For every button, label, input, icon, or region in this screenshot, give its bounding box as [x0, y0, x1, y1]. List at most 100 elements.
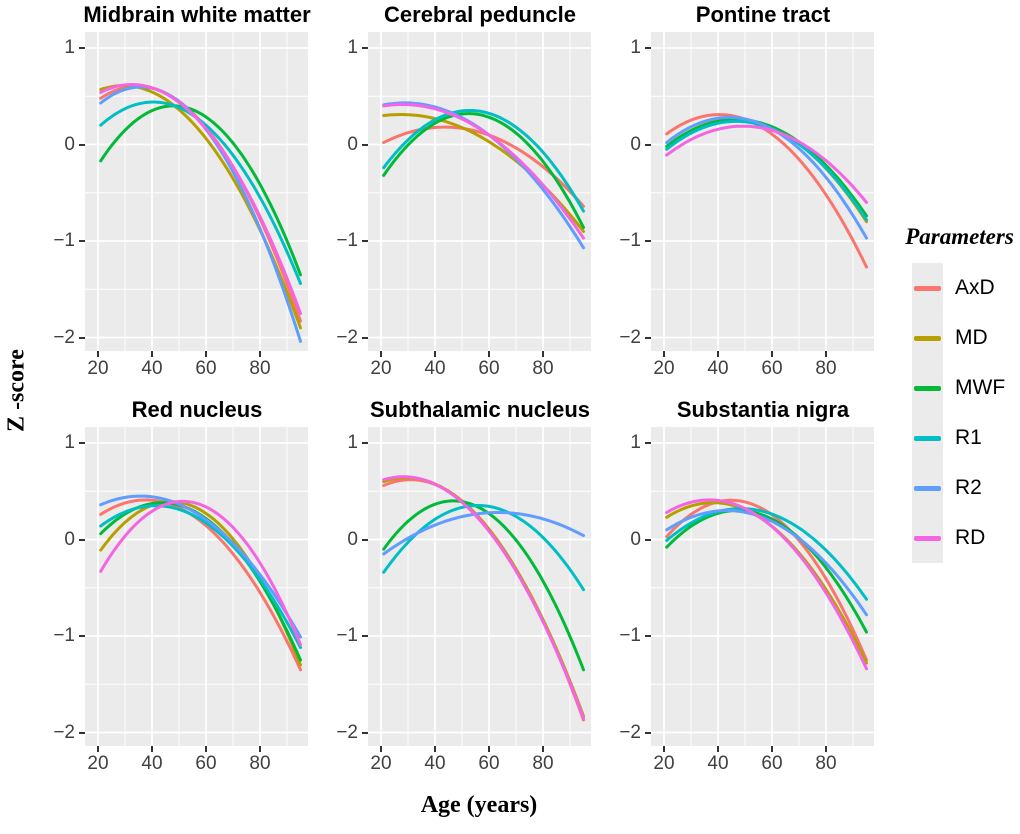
- x-tick-label: 60: [195, 358, 217, 379]
- y-tick-label: −1: [53, 230, 75, 251]
- plot-svg: [368, 32, 591, 351]
- y-tick-mark: [362, 143, 368, 146]
- plot-svg: [85, 427, 308, 746]
- curve-MWF: [382, 499, 585, 672]
- x-tick-mark: [434, 746, 436, 752]
- y-tick-mark: [645, 538, 651, 541]
- y-tick-label: 1: [630, 37, 641, 58]
- curve-RD: [382, 475, 585, 720]
- legend-label: MWF: [955, 376, 1006, 399]
- y-tick-mark: [645, 47, 651, 49]
- legend-key-line-icon: [914, 336, 941, 341]
- legend-key: [912, 263, 943, 313]
- plot-area-substantia-nigra: [651, 427, 874, 746]
- y-tick-mark: [79, 143, 85, 146]
- legend-label: MD: [955, 326, 988, 349]
- x-tick-mark: [825, 351, 827, 357]
- y-tick-mark: [362, 240, 368, 242]
- y-tick-label: 0: [347, 528, 358, 550]
- x-tick-mark: [259, 746, 261, 752]
- legend-key: [912, 363, 943, 413]
- y-tick-label: 1: [630, 432, 641, 453]
- y-tick-mark: [79, 635, 85, 637]
- curve-RD: [99, 499, 302, 647]
- plot-area-pontine-tract: [651, 32, 874, 351]
- x-tick-label: 20: [653, 358, 675, 379]
- x-tick-label: 40: [424, 358, 446, 379]
- y-tick-mark: [79, 47, 85, 49]
- x-tick-label: 40: [424, 753, 446, 774]
- y-tick-label: −1: [619, 625, 641, 646]
- curve-R2: [382, 511, 585, 556]
- x-tick-mark: [205, 746, 207, 752]
- curve-RD: [665, 498, 868, 671]
- x-tick-mark: [663, 351, 665, 357]
- x-tick-mark: [259, 351, 261, 357]
- y-tick-mark: [362, 538, 368, 541]
- x-tick-mark: [542, 746, 544, 752]
- x-tick-label: 80: [249, 358, 271, 379]
- legend-item-mwf: MWF: [902, 363, 1017, 413]
- y-tick-mark: [645, 442, 651, 444]
- panel-title-subthalamic-nucleus: Subthalamic nucleus: [369, 397, 591, 422]
- y-tick-mark: [362, 47, 368, 49]
- x-tick-label: 20: [87, 358, 109, 379]
- plot-svg: [368, 427, 591, 746]
- y-tick-mark: [645, 336, 651, 339]
- y-tick-label: −2: [53, 721, 75, 743]
- curve-MWF: [382, 112, 585, 229]
- y-tick-mark: [362, 442, 368, 444]
- curve-MWF: [665, 117, 868, 218]
- curve-RD: [99, 83, 302, 315]
- x-tick-mark: [771, 351, 773, 357]
- x-tick-label: 40: [707, 753, 729, 774]
- legend-key-line-icon: [914, 436, 941, 441]
- curve-R2: [99, 494, 302, 639]
- y-tick-label: 0: [64, 133, 75, 155]
- x-tick-mark: [205, 351, 207, 357]
- x-tick-mark: [151, 351, 153, 357]
- plot-svg: [651, 427, 874, 746]
- y-tick-mark: [645, 635, 651, 637]
- y-tick-label: −2: [619, 326, 641, 348]
- x-tick-label: 20: [653, 753, 675, 774]
- panel-title-red-nucleus: Red nucleus: [131, 397, 263, 422]
- curve-MWF: [99, 104, 302, 277]
- x-tick-mark: [771, 746, 773, 752]
- y-tick-label: −2: [336, 721, 358, 743]
- panel-title-pontine-tract: Pontine tract: [695, 2, 831, 27]
- panel-title-substantia-nigra: Substantia nigra: [676, 397, 850, 422]
- x-tick-mark: [717, 746, 719, 752]
- y-tick-label: 1: [347, 432, 358, 453]
- x-tick-mark: [97, 351, 99, 357]
- curve-R1: [99, 504, 302, 650]
- y-tick-label: −1: [619, 230, 641, 251]
- y-tick-label: 0: [630, 133, 641, 155]
- legend-key-line-icon: [914, 536, 941, 541]
- curve-R2: [665, 509, 868, 617]
- x-tick-label: 20: [370, 753, 392, 774]
- x-tick-mark: [488, 351, 490, 357]
- x-tick-label: 60: [761, 753, 783, 774]
- legend-label: AxD: [955, 276, 995, 299]
- legend-label: RD: [955, 526, 986, 549]
- y-tick-label: −1: [336, 230, 358, 251]
- y-tick-mark: [79, 336, 85, 339]
- x-tick-label: 20: [87, 753, 109, 774]
- y-tick-label: 1: [64, 37, 75, 58]
- y-axis-label: Z -score: [3, 349, 30, 432]
- y-tick-label: −1: [336, 625, 358, 646]
- legend-item-axd: AxD: [902, 263, 1017, 313]
- legend-key: [912, 513, 943, 563]
- legend-key: [912, 413, 943, 463]
- curve-RD: [665, 124, 868, 204]
- legend-key-line-icon: [914, 386, 941, 391]
- y-tick-mark: [79, 731, 85, 734]
- legend-title: Parameters: [905, 224, 1014, 249]
- y-tick-label: −2: [53, 326, 75, 348]
- y-tick-mark: [645, 731, 651, 734]
- x-tick-label: 40: [141, 358, 163, 379]
- legend-key: [912, 463, 943, 513]
- plot-area-midbrain-white-matter: [85, 32, 308, 351]
- x-tick-label: 20: [370, 358, 392, 379]
